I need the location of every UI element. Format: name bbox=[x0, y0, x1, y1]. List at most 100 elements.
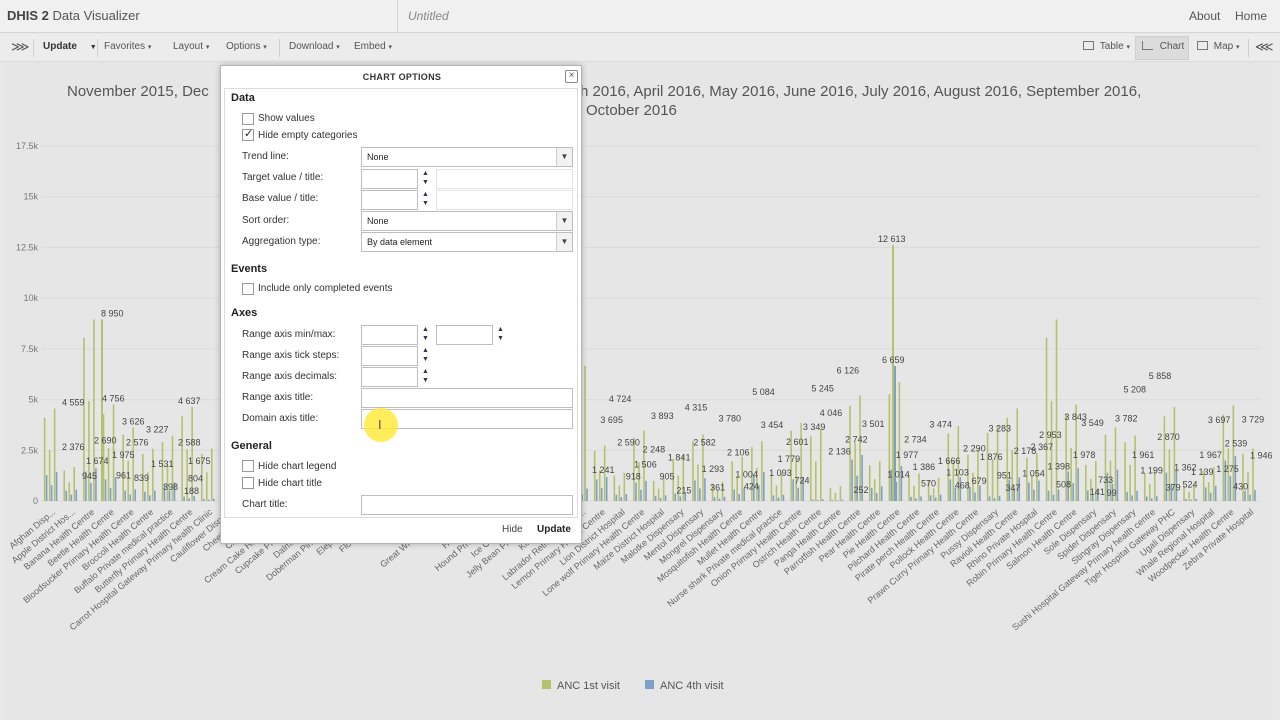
bar-anc1 bbox=[181, 416, 183, 501]
spinner-arrows-icon[interactable]: ▲ ▼ bbox=[422, 347, 429, 363]
bar-anc1 bbox=[977, 449, 979, 501]
data-label: 1 054 bbox=[1022, 469, 1045, 479]
base-title-input[interactable] bbox=[436, 190, 573, 210]
spinner-arrows-icon[interactable]: ▲ ▼ bbox=[422, 326, 429, 342]
bar-anc4 bbox=[202, 498, 205, 501]
hide-title-checkbox[interactable] bbox=[242, 477, 254, 489]
bar-anc4 bbox=[875, 492, 878, 501]
bar-anc4 bbox=[1038, 480, 1040, 501]
bar-anc4 bbox=[581, 494, 583, 501]
data-label: 141 bbox=[1090, 487, 1105, 497]
base-value-input[interactable]: ▲ ▼ bbox=[361, 190, 429, 210]
map-view-button[interactable]: Map ▾ bbox=[1197, 41, 1240, 52]
bar-anc4 bbox=[75, 489, 78, 501]
bar-anc1 bbox=[947, 433, 950, 501]
bar-anc1 bbox=[1031, 474, 1033, 501]
bar-anc1 bbox=[191, 406, 193, 501]
range-decimals-input[interactable]: ▲ ▼ bbox=[361, 367, 429, 387]
header-divider bbox=[397, 0, 398, 33]
chart-view-button[interactable]: Chart bbox=[1142, 41, 1184, 52]
hide-legend-checkbox[interactable] bbox=[242, 460, 254, 472]
bar-anc1 bbox=[898, 382, 901, 501]
update-label: Update bbox=[43, 41, 77, 52]
trend-line-select[interactable]: None ▼ bbox=[361, 147, 573, 167]
bar-anc4 bbox=[954, 487, 957, 501]
home-link[interactable]: Home bbox=[1235, 9, 1268, 23]
bar-anc1 bbox=[751, 447, 753, 501]
bar-anc1 bbox=[603, 445, 606, 501]
spinner-arrows-icon[interactable]: ▲ ▼ bbox=[422, 368, 429, 384]
bar-anc1 bbox=[761, 441, 763, 501]
aggregation-type-select[interactable]: By data element ▼ bbox=[361, 232, 573, 252]
bar-anc4 bbox=[600, 487, 603, 501]
y-tick-label: 12.5k bbox=[16, 242, 39, 252]
show-values-checkbox[interactable] bbox=[242, 113, 254, 125]
table-label: Table bbox=[1099, 41, 1124, 52]
target-value-input[interactable]: ▲ ▼ bbox=[361, 169, 429, 189]
spinner-arrows-icon[interactable]: ▲ ▼ bbox=[422, 170, 429, 186]
bar-anc4 bbox=[870, 487, 873, 501]
chart-title-input[interactable] bbox=[361, 495, 573, 515]
spinner-arrows-icon[interactable]: ▲ ▼ bbox=[422, 191, 429, 207]
data-label: 12 613 bbox=[878, 234, 906, 244]
bar-anc1 bbox=[1252, 448, 1254, 501]
bar-anc1 bbox=[1036, 452, 1038, 501]
bar-anc4 bbox=[831, 499, 834, 501]
bar-anc4 bbox=[168, 490, 171, 501]
legend-label: ANC 1st visit bbox=[557, 680, 620, 692]
data-label: 2 742 bbox=[845, 434, 868, 444]
bar-anc4 bbox=[836, 500, 839, 501]
bar-anc4 bbox=[620, 497, 623, 501]
completed-events-checkbox[interactable] bbox=[242, 283, 254, 295]
sort-order-select[interactable]: None ▼ bbox=[361, 211, 573, 231]
chart-area: 0 2.5k 5k 7.5k 10k 12.5k 15k 17.5k November 2015… bbox=[6, 62, 1272, 720]
y-tick-label: 17.5k bbox=[16, 141, 39, 151]
hide-empty-checkbox[interactable] bbox=[242, 127, 254, 141]
range-title-input[interactable] bbox=[361, 388, 573, 408]
bar-anc4 bbox=[605, 476, 608, 501]
bar-anc4 bbox=[718, 498, 721, 501]
download-menu[interactable]: Download ▾ bbox=[289, 41, 340, 52]
data-label: 2 576 bbox=[126, 438, 149, 448]
bar-anc1 bbox=[1232, 405, 1235, 501]
bar-anc4 bbox=[1018, 477, 1021, 501]
bar-anc4 bbox=[1033, 489, 1035, 501]
chart-icon bbox=[1142, 41, 1153, 50]
bar-anc4 bbox=[772, 495, 775, 501]
range-steps-input[interactable]: ▲ ▼ bbox=[361, 346, 429, 366]
about-link[interactable]: About bbox=[1189, 9, 1221, 23]
range-min-input[interactable]: ▲ ▼ bbox=[361, 325, 429, 345]
bar-anc1 bbox=[200, 453, 203, 501]
spinner-arrows-icon[interactable]: ▲ ▼ bbox=[497, 326, 504, 342]
hide-button[interactable]: Hide bbox=[502, 524, 523, 535]
sort-order-value: None bbox=[367, 216, 389, 226]
bar-anc4 bbox=[861, 454, 863, 501]
data-label: 945 bbox=[82, 471, 97, 481]
options-menu[interactable]: Options ▾ bbox=[226, 41, 267, 52]
data-label: 905 bbox=[659, 472, 674, 482]
app-brand[interactable]: DHIS 2 Data Visualizer bbox=[7, 8, 140, 23]
target-title-input[interactable] bbox=[436, 169, 573, 189]
bar-anc1 bbox=[1075, 404, 1077, 501]
bar-anc4 bbox=[1008, 479, 1011, 501]
bar-anc1 bbox=[1148, 483, 1151, 501]
domain-title-input[interactable] bbox=[361, 409, 573, 429]
bar-anc1 bbox=[972, 472, 974, 501]
toolbar: ⋙ Update ▼ Favorites ▾ Layout ▾ Options … bbox=[0, 34, 1280, 62]
collapse-panel-icon[interactable]: ⋙ bbox=[11, 39, 30, 54]
update-button[interactable]: Update ▼ bbox=[43, 41, 97, 52]
bar-anc1 bbox=[819, 429, 822, 501]
table-view-button[interactable]: Table ▾ bbox=[1083, 41, 1130, 52]
layout-menu[interactable]: Layout ▾ bbox=[173, 41, 209, 52]
update-dialog-button[interactable]: Update bbox=[537, 524, 571, 535]
embed-menu[interactable]: Embed ▾ bbox=[354, 41, 392, 52]
expand-panel-icon[interactable]: ⋘ bbox=[1255, 39, 1274, 54]
bar-anc1 bbox=[53, 408, 56, 501]
bar-anc1 bbox=[166, 464, 169, 501]
bar-anc1 bbox=[756, 468, 758, 501]
range-max-input[interactable]: ▲ ▼ bbox=[436, 325, 504, 345]
close-icon[interactable]: × bbox=[565, 70, 578, 83]
bar-anc4 bbox=[841, 499, 844, 501]
favorites-menu[interactable]: Favorites ▾ bbox=[104, 41, 151, 52]
bar-anc4 bbox=[50, 485, 53, 501]
